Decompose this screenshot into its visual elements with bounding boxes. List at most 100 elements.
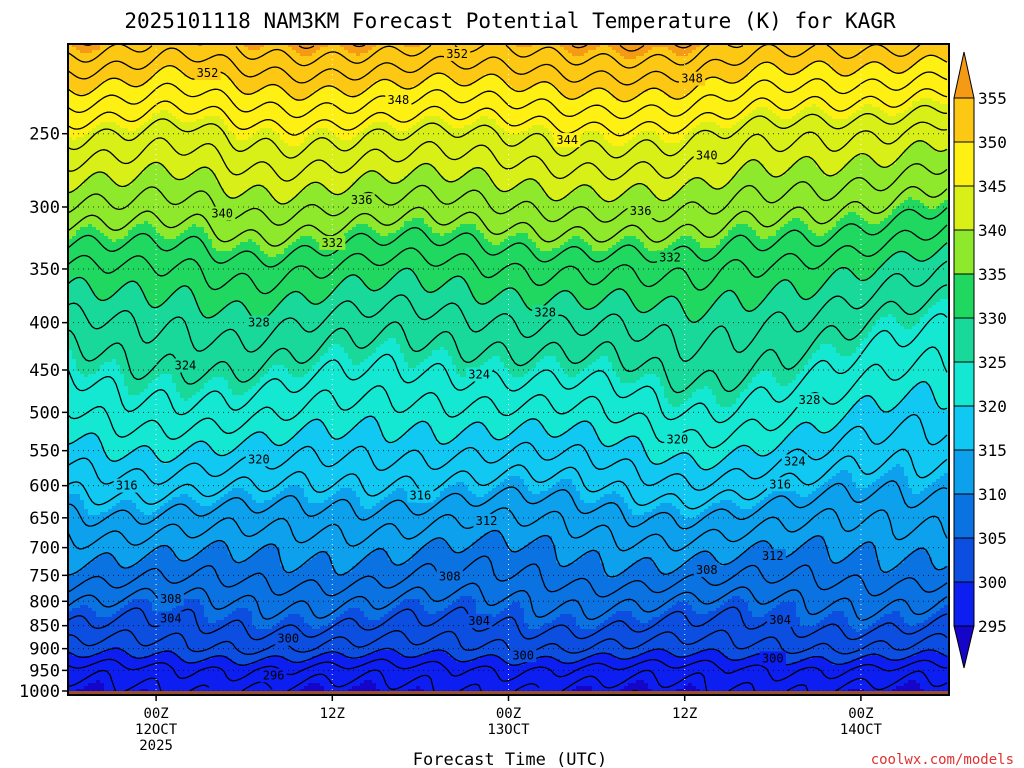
field-cell	[652, 194, 657, 252]
field-cell	[260, 377, 265, 432]
field-cell	[264, 86, 269, 129]
field-cell	[88, 683, 93, 695]
contour-label-bg	[678, 71, 706, 86]
field-cell	[352, 608, 357, 660]
field-cell	[536, 311, 541, 363]
field-cell	[312, 92, 317, 132]
field-cell	[692, 392, 697, 462]
field-cell	[172, 653, 177, 695]
field-cell	[152, 611, 157, 654]
field-cell	[340, 47, 345, 93]
field-cell	[368, 50, 373, 87]
field-cell	[88, 434, 93, 516]
field-cell	[416, 86, 421, 123]
field-cell	[740, 167, 745, 225]
contour-label-bg	[664, 432, 691, 447]
field-cell	[612, 371, 617, 447]
field-cell	[540, 491, 545, 537]
field-cell	[660, 302, 665, 387]
field-cell	[208, 446, 213, 507]
field-cell	[232, 44, 237, 84]
field-cell	[208, 545, 213, 624]
field-cell	[192, 599, 197, 663]
field-cell	[844, 470, 849, 558]
contour-label: 308	[696, 563, 718, 577]
field-cell	[408, 89, 413, 129]
field-cell	[348, 275, 353, 360]
field-cell	[400, 488, 405, 564]
field-cell	[884, 572, 889, 615]
field-cell	[832, 428, 837, 477]
field-cell	[920, 59, 925, 99]
field-cell	[384, 650, 389, 695]
field-cell	[504, 542, 509, 609]
field-cell	[896, 113, 901, 159]
field-cell	[108, 617, 113, 651]
field-cell	[476, 302, 481, 369]
field-cell	[248, 44, 253, 51]
field-cell	[200, 506, 205, 552]
field-cell	[512, 134, 517, 189]
field-cell	[516, 134, 521, 186]
field-cell	[292, 437, 297, 486]
field-cell	[308, 683, 313, 695]
field-cell	[204, 659, 209, 695]
field-cell	[136, 659, 141, 695]
field-cell	[568, 479, 573, 564]
field-cell	[824, 233, 829, 282]
field-cell	[676, 509, 681, 570]
field-cell	[796, 161, 801, 219]
field-cell	[752, 311, 757, 378]
field-cell	[684, 602, 689, 657]
field-cell	[828, 65, 833, 117]
field-cell	[820, 236, 825, 288]
field-cell	[76, 494, 81, 573]
field-cell	[108, 239, 113, 300]
field-cell	[288, 146, 293, 201]
field-cell	[124, 455, 129, 501]
field-cell	[916, 548, 921, 624]
field-cell	[512, 602, 517, 666]
field-cell	[916, 653, 921, 684]
field-cell	[912, 65, 917, 102]
contour-label: 348	[388, 93, 410, 107]
field-cell	[472, 167, 477, 225]
field-cell	[200, 605, 205, 663]
field-cell	[160, 44, 165, 69]
field-cell	[516, 377, 521, 429]
field-cell	[668, 197, 673, 246]
field-cell	[428, 116, 433, 165]
field-cell	[176, 605, 181, 657]
field-cell	[496, 614, 501, 657]
field-cell	[880, 656, 885, 695]
field-cell	[852, 275, 857, 354]
field-cell	[856, 155, 861, 216]
field-cell	[88, 563, 93, 609]
field-cell	[144, 557, 149, 600]
field-cell	[272, 86, 277, 132]
field-cell	[220, 656, 225, 695]
field-cell	[540, 308, 545, 360]
field-cell	[276, 365, 281, 447]
field-cell	[180, 233, 185, 288]
field-cell	[664, 200, 669, 249]
field-cell	[76, 44, 81, 51]
field-cell	[228, 80, 233, 132]
field-cell	[508, 605, 513, 666]
field-cell	[136, 284, 141, 396]
field-cell	[644, 683, 649, 695]
field-cell	[408, 221, 413, 270]
field-cell	[572, 377, 577, 426]
field-cell	[312, 182, 317, 240]
field-cell	[676, 569, 681, 603]
field-cell	[256, 245, 261, 321]
field-cell	[376, 650, 381, 690]
field-cell	[816, 167, 821, 237]
field-cell	[828, 116, 833, 177]
field-cell	[624, 44, 629, 60]
field-cell	[616, 659, 621, 693]
field-cell	[824, 44, 829, 63]
field-cell	[432, 167, 437, 234]
field-cell	[776, 446, 781, 489]
field-cell	[628, 236, 633, 300]
